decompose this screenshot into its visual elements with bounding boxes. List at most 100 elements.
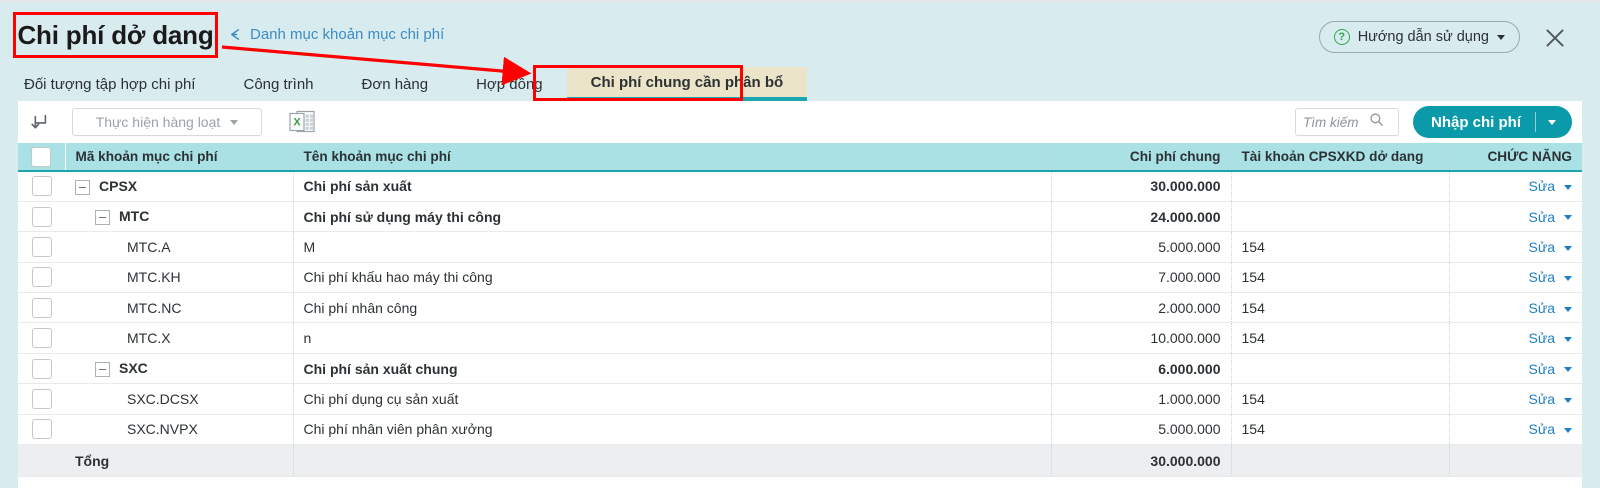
chevron-down-icon[interactable] [1564,185,1572,191]
edit-link[interactable]: Sửa [1529,209,1572,225]
cell-amount: 7.000.000 [1051,262,1232,294]
row-select-cell[interactable] [18,201,65,233]
cell-code-text: MTC.A [127,238,171,255]
cell-function: Sửa [1449,171,1582,202]
header-function[interactable]: CHỨC NĂNG [1449,143,1582,172]
cell-amount: 1.000.000 [1051,383,1232,415]
chevron-down-icon[interactable] [1564,306,1572,312]
close-button[interactable] [1538,21,1572,55]
row-select-cell[interactable] [18,171,65,202]
row-select-cell[interactable] [18,292,65,324]
row-checkbox[interactable] [31,206,52,227]
add-cost-label: Nhập chi phí [1431,113,1521,131]
cell-amount: 10.000.000 [1051,322,1232,354]
chevron-down-icon[interactable] [1564,276,1572,282]
batch-action-select[interactable]: Thực hiện hàng loạt [72,108,262,136]
chevron-down-icon[interactable] [1564,215,1572,221]
help-guide-label: Hướng dẫn sử dụng [1357,29,1489,45]
edit-link[interactable]: Sửa [1529,391,1572,407]
chevron-down-icon [1497,34,1505,40]
table-row[interactable]: CPSX Chi phí sản xuất 30.000.000 Sửa [18,171,1582,202]
collapse-icon[interactable] [95,361,110,377]
add-cost-button[interactable]: Nhập chi phí [1413,106,1572,138]
row-checkbox[interactable] [31,236,52,257]
cost-items-table: Mã khoản mục chi phí Tên khoản mục chi p… [18,143,1582,488]
edit-link[interactable]: Sửa [1529,239,1572,255]
table-row[interactable]: MTC.KH Chi phí khấu hao máy thi công 7.000… [18,262,1582,294]
help-guide-button[interactable]: ? Hướng dẫn sử dụng [1318,21,1520,53]
row-checkbox[interactable] [31,176,52,197]
tab-bar: Đối tượng tập hợp chi phí Công trình Đơn… [0,63,808,101]
search-box[interactable] [1295,108,1399,136]
row-checkbox[interactable] [31,388,52,409]
excel-export-icon[interactable]: X [288,109,316,135]
cell-account: 154 [1231,414,1450,446]
table-row[interactable]: MTC.X n 10.000.000 154 Sửa [18,322,1582,354]
page-title-highlight: Chi phí dở dang [13,12,218,58]
chevron-down-icon[interactable] [1564,336,1572,342]
tab-hop-dong[interactable]: Hợp đồng [476,75,543,93]
grid-toolbar: Thực hiện hàng loạt X [18,101,1582,143]
header-account[interactable]: Tài khoản CPSXKD dở dang [1231,143,1450,172]
table-row[interactable]: MTC.NC Chi phí nhân công 2.000.000 154 Sửa [18,292,1582,324]
select-all-header[interactable] [18,143,66,172]
collapse-icon[interactable] [75,179,90,195]
cell-amount: 6.000.000 [1051,353,1232,385]
return-arrow-icon[interactable] [18,101,60,143]
tab-chi-phi-chung-can-phan-bo[interactable]: Chi phí chung cần phân bổ [566,67,808,101]
row-checkbox[interactable] [31,328,52,349]
tab-cong-trinh[interactable]: Công trình [243,75,314,93]
select-all-checkbox[interactable] [31,146,52,167]
header-code[interactable]: Mã khoản mục chi phí [65,143,294,172]
search-icon [1369,112,1384,132]
cell-account: 154 [1231,231,1450,263]
edit-link[interactable]: Sửa [1529,269,1572,285]
row-checkbox[interactable] [31,419,52,440]
cell-account [1231,171,1450,202]
row-select-cell[interactable] [18,231,65,263]
cell-function: Sửa [1449,292,1582,324]
header-amount[interactable]: Chi phí chung [1051,143,1232,172]
table-row[interactable]: MTC.A M 5.000.000 154 Sửa [18,231,1582,263]
cell-amount: 2.000.000 [1051,292,1232,324]
row-checkbox[interactable] [31,297,52,318]
row-select-cell[interactable] [18,262,65,294]
cell-account [1231,201,1450,233]
chevron-down-icon [1548,119,1556,125]
edit-link[interactable]: Sửa [1529,330,1572,346]
cell-function: Sửa [1449,383,1582,415]
tab-don-hang[interactable]: Đơn hàng [361,75,429,93]
row-select-cell[interactable] [18,322,65,354]
table-row[interactable]: SXC.DCSX Chi phí dụng cụ sản xuất 1.000.00… [18,383,1582,415]
cell-function: Sửa [1449,414,1582,446]
row-select-cell[interactable] [18,414,65,446]
chevron-down-icon[interactable] [1564,397,1572,403]
collapse-icon[interactable] [95,209,110,225]
row-select-cell[interactable] [18,353,65,385]
cell-account: 154 [1231,383,1450,415]
breadcrumb-link[interactable]: Danh mục khoản mục chi phí [228,26,444,43]
row-checkbox[interactable] [31,267,52,288]
chevron-down-icon[interactable] [1564,245,1572,251]
table-row[interactable]: SXC Chi phí sản xuất chung 6.000.000 Sửa [18,353,1582,385]
edit-link[interactable]: Sửa [1529,361,1572,377]
row-checkbox[interactable] [31,358,52,379]
chevron-down-icon[interactable] [1564,367,1572,373]
edit-link[interactable]: Sửa [1529,300,1572,316]
edit-link[interactable]: Sửa [1529,421,1572,437]
cell-amount: 30.000.000 [1051,171,1232,202]
cell-amount: 5.000.000 [1051,231,1232,263]
add-cost-dropdown[interactable] [1536,119,1572,125]
chevron-down-icon[interactable] [1564,428,1572,434]
table-total-row: Tổng 30.000.000 [18,444,1582,478]
row-select-cell[interactable] [18,383,65,415]
table-header: Mã khoản mục chi phí Tên khoản mục chi p… [18,143,1582,172]
table-row[interactable]: MTC Chi phí sử dụng máy thi công 24.000.00… [18,201,1582,233]
tab-doi-tuong-tap-hop-chi-phi[interactable]: Đối tượng tập hợp chi phí [24,75,196,93]
search-input[interactable] [1303,114,1365,130]
edit-link[interactable]: Sửa [1529,178,1572,194]
cell-code-text: MTC.NC [127,299,182,316]
cell-code-text: SXC.NVPX [127,421,198,438]
header-name[interactable]: Tên khoản mục chi phí [293,143,1052,172]
table-row[interactable]: SXC.NVPX Chi phí nhân viên phân xưởng 5.00… [18,414,1582,446]
